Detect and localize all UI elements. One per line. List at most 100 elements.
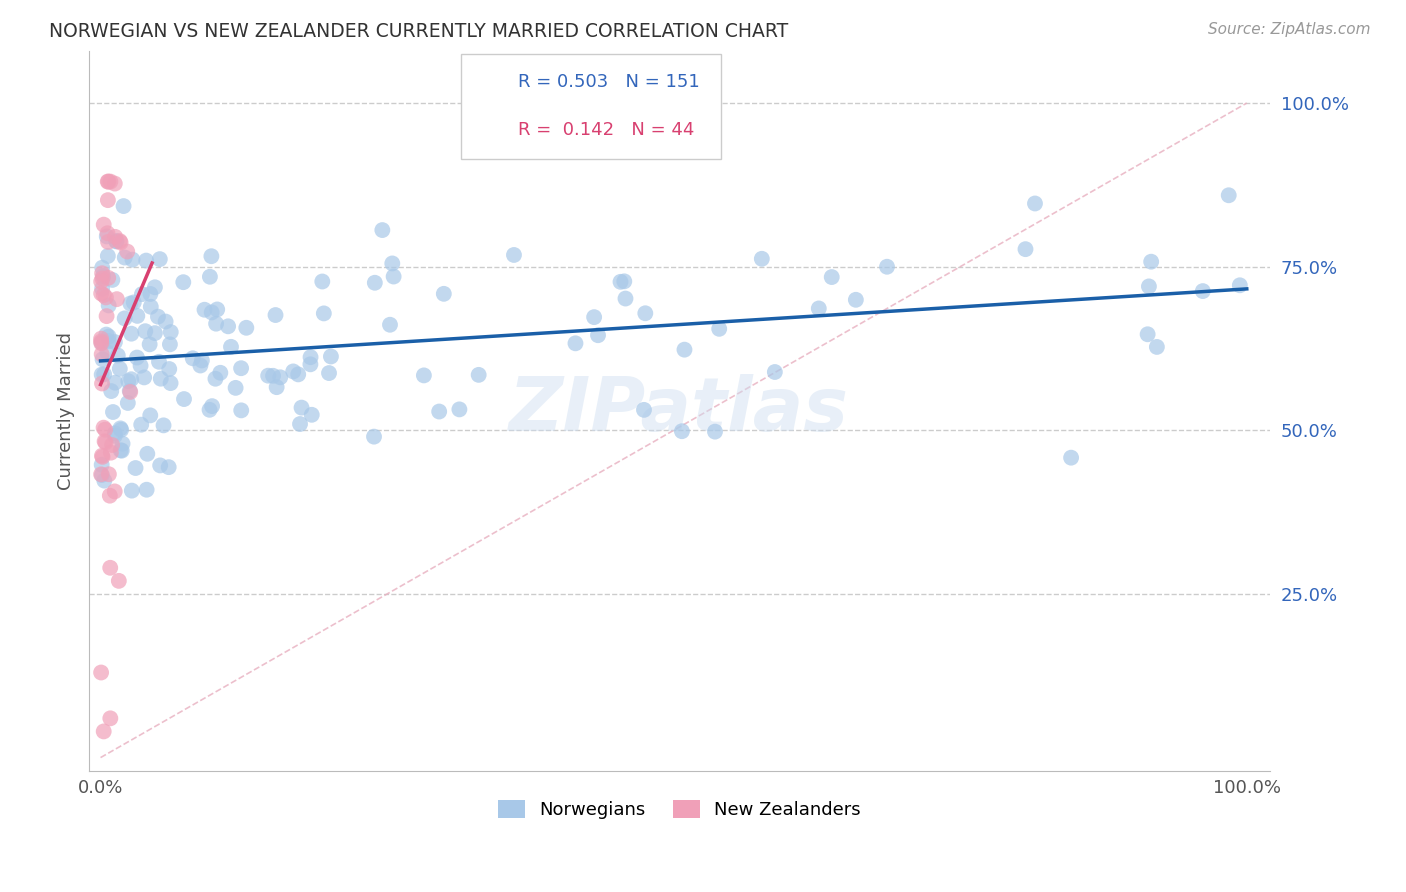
New Zealanders xyxy=(90,665,112,680)
Norwegians xyxy=(264,308,287,322)
New Zealanders xyxy=(93,724,115,739)
New Zealanders xyxy=(91,376,114,391)
New Zealanders xyxy=(90,467,112,482)
Norwegians xyxy=(763,365,786,379)
Norwegians xyxy=(299,350,322,364)
New Zealanders xyxy=(97,175,120,189)
Norwegians xyxy=(159,337,181,351)
New Zealanders xyxy=(91,449,114,463)
New Zealanders xyxy=(105,292,128,306)
New Zealanders xyxy=(100,175,122,189)
Norwegians xyxy=(191,353,214,368)
Norwegians xyxy=(198,269,221,284)
Norwegians xyxy=(845,293,868,307)
Norwegians xyxy=(201,399,224,413)
Norwegians xyxy=(503,248,526,262)
Norwegians xyxy=(111,436,134,450)
New Zealanders xyxy=(97,270,120,285)
Norwegians xyxy=(288,417,311,431)
New Zealanders xyxy=(90,336,112,351)
Norwegians xyxy=(433,286,456,301)
Norwegians xyxy=(173,392,195,406)
Text: NORWEGIAN VS NEW ZEALANDER CURRENTLY MARRIED CORRELATION CHART: NORWEGIAN VS NEW ZEALANDER CURRENTLY MAR… xyxy=(49,22,789,41)
Norwegians xyxy=(96,345,118,359)
Norwegians xyxy=(209,366,232,380)
Norwegians xyxy=(93,368,115,382)
Norwegians xyxy=(155,314,177,328)
Norwegians xyxy=(91,282,114,296)
Text: R = 0.503   N = 151: R = 0.503 N = 151 xyxy=(517,72,699,91)
Bar xyxy=(461,54,721,159)
Norwegians xyxy=(101,405,124,419)
Norwegians xyxy=(149,458,172,473)
Norwegians xyxy=(312,306,335,320)
Norwegians xyxy=(1060,450,1083,465)
Norwegians xyxy=(127,309,149,323)
Norwegians xyxy=(219,340,242,354)
Norwegians xyxy=(97,298,120,312)
Norwegians xyxy=(257,368,280,383)
Norwegians xyxy=(136,447,159,461)
Norwegians xyxy=(378,318,401,332)
Norwegians xyxy=(157,362,180,376)
Norwegians xyxy=(633,402,655,417)
New Zealanders xyxy=(96,309,118,323)
Norwegians xyxy=(104,376,127,390)
Norwegians xyxy=(110,443,132,458)
Norwegians xyxy=(91,352,114,367)
Norwegians xyxy=(120,326,142,341)
Norwegians xyxy=(91,260,114,275)
Norwegians xyxy=(1024,196,1046,211)
Norwegians xyxy=(91,468,114,483)
New Zealanders xyxy=(90,275,112,289)
Norwegians xyxy=(90,368,112,382)
Norwegians xyxy=(190,359,212,373)
Norwegians xyxy=(91,269,114,284)
New Zealanders xyxy=(91,271,114,285)
Norwegians xyxy=(751,252,773,266)
New Zealanders xyxy=(90,347,112,361)
Norwegians xyxy=(235,320,257,334)
Norwegians xyxy=(97,334,120,348)
Norwegians xyxy=(198,402,221,417)
Norwegians xyxy=(117,396,139,410)
Norwegians xyxy=(139,287,162,301)
New Zealanders xyxy=(93,288,115,302)
Norwegians xyxy=(1229,278,1251,293)
New Zealanders xyxy=(90,332,112,346)
Legend: Norwegians, New Zealanders: Norwegians, New Zealanders xyxy=(491,793,868,827)
Norwegians xyxy=(371,223,394,237)
Norwegians xyxy=(1014,242,1036,256)
Y-axis label: Currently Married: Currently Married xyxy=(58,332,75,490)
Norwegians xyxy=(129,417,152,432)
Norwegians xyxy=(172,275,194,289)
Norwegians xyxy=(673,343,696,357)
Norwegians xyxy=(149,252,172,266)
Norwegians xyxy=(319,350,342,364)
Norwegians xyxy=(807,301,830,316)
Norwegians xyxy=(100,384,122,398)
New Zealanders xyxy=(93,420,115,434)
Norwegians xyxy=(110,423,132,437)
Norwegians xyxy=(1136,327,1159,342)
Norwegians xyxy=(613,274,636,288)
Norwegians xyxy=(609,275,631,289)
New Zealanders xyxy=(104,230,127,244)
Norwegians xyxy=(157,460,180,475)
Norwegians xyxy=(114,251,136,265)
Norwegians xyxy=(121,483,143,498)
Norwegians xyxy=(1218,188,1240,202)
Norwegians xyxy=(131,287,153,301)
Norwegians xyxy=(114,311,136,326)
Norwegians xyxy=(104,426,127,441)
Norwegians xyxy=(90,458,112,472)
Norwegians xyxy=(138,337,160,351)
Norwegians xyxy=(118,384,141,398)
Norwegians xyxy=(129,359,152,373)
New Zealanders xyxy=(98,711,121,725)
Norwegians xyxy=(231,403,253,417)
New Zealanders xyxy=(98,561,121,575)
Norwegians xyxy=(225,381,247,395)
Norwegians xyxy=(299,357,322,371)
New Zealanders xyxy=(91,266,114,280)
